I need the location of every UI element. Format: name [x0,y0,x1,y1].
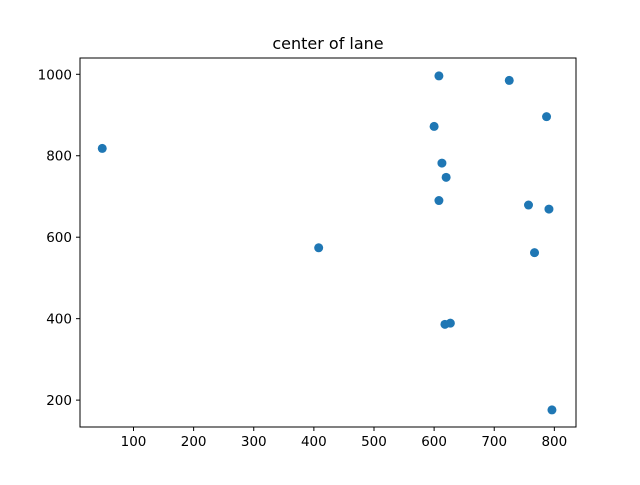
data-point [97,143,107,153]
data-point [445,318,455,328]
data-point [542,112,552,122]
data-point [314,243,324,253]
chart-title: center of lane [272,34,383,53]
data-points [97,71,557,415]
data-point [504,75,514,85]
data-point [429,121,439,131]
data-point [434,71,444,81]
x-tick-label: 500 [361,434,387,450]
x-tick-label: 400 [301,434,327,450]
data-point [437,158,447,168]
x-tick-label: 700 [481,434,507,450]
y-tick-label: 200 [46,393,72,409]
y-tick-label: 1000 [38,67,72,83]
x-axis: 100 200 300 400 500 600 700 800 [121,427,567,450]
x-tick-label: 600 [421,434,447,450]
x-tick-label: 100 [121,434,147,450]
y-tick-label: 600 [46,230,72,246]
y-axis: 200 400 600 800 1000 [38,67,80,409]
data-point [547,405,557,415]
data-point [434,196,444,206]
x-tick-label: 300 [241,434,267,450]
y-tick-label: 800 [46,149,72,165]
data-point [441,172,451,182]
y-tick-label: 400 [46,312,72,328]
plot-area-frame [79,57,577,428]
data-point [524,200,534,210]
x-tick-label: 800 [541,434,567,450]
x-tick-label: 200 [181,434,207,450]
data-point [544,204,554,214]
data-point [530,248,540,258]
